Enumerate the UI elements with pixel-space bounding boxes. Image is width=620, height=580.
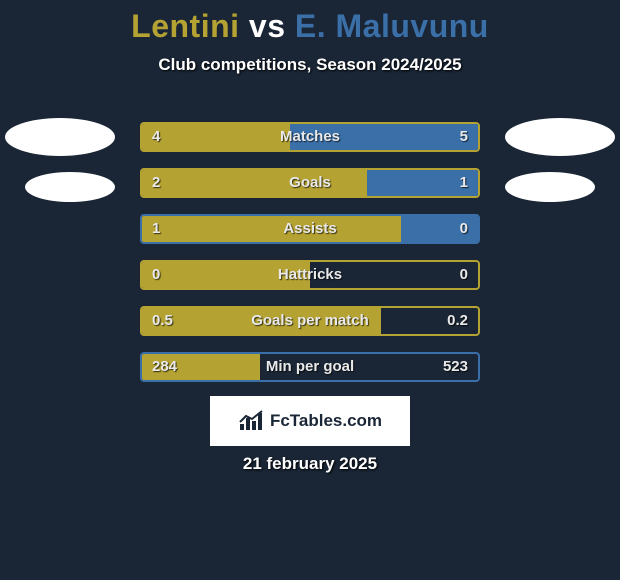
- vs-text: vs: [249, 8, 286, 44]
- stat-label: Hattricks: [278, 262, 342, 288]
- brand-box: FcTables.com: [210, 396, 410, 446]
- stat-value-left: 4: [152, 124, 160, 150]
- player2-name: E. Maluvunu: [295, 8, 489, 44]
- stat-bar-left: [142, 124, 290, 150]
- stat-row: 2 Goals 1: [140, 168, 480, 198]
- stat-value-left: 1: [152, 216, 160, 242]
- stat-label: Goals: [289, 170, 331, 196]
- stat-row: 284 Min per goal 523: [140, 352, 480, 382]
- player1-name: Lentini: [131, 8, 239, 44]
- stat-label: Assists: [283, 216, 336, 242]
- stat-row: 0.5 Goals per match 0.2: [140, 306, 480, 336]
- stat-value-left: 284: [152, 354, 177, 380]
- stat-bar-left: [142, 216, 401, 242]
- stat-bar-left: [142, 170, 367, 196]
- comparison-title: Lentini vs E. Maluvunu: [0, 0, 620, 45]
- stats-bars: 4 Matches 5 2 Goals 1 1 Assists 0 0 Hattricks 0 0.5 G…: [140, 122, 480, 398]
- stat-value-right: 0.2: [447, 308, 468, 334]
- stat-value-right: 5: [460, 124, 468, 150]
- stat-value-right: 0: [460, 262, 468, 288]
- player2-avatar-placeholder: [505, 118, 615, 156]
- subtitle: Club competitions, Season 2024/2025: [0, 55, 620, 75]
- brand-text: FcTables.com: [270, 411, 382, 431]
- stat-label: Goals per match: [251, 308, 369, 334]
- snapshot-date: 21 february 2025: [0, 454, 620, 474]
- player1-avatar-placeholder: [5, 118, 115, 156]
- stat-row: 0 Hattricks 0: [140, 260, 480, 290]
- stat-value-right: 0: [460, 216, 468, 242]
- stat-label: Min per goal: [266, 354, 354, 380]
- stat-value-right: 1: [460, 170, 468, 196]
- stat-value-left: 0.5: [152, 308, 173, 334]
- stat-value-right: 523: [443, 354, 468, 380]
- stat-value-left: 0: [152, 262, 160, 288]
- stat-label: Matches: [280, 124, 340, 150]
- brand-bars-icon: [238, 410, 266, 432]
- stat-row: 4 Matches 5: [140, 122, 480, 152]
- stat-row: 1 Assists 0: [140, 214, 480, 244]
- player1-avatar-placeholder-small: [25, 172, 115, 202]
- stat-value-left: 2: [152, 170, 160, 196]
- player2-avatar-placeholder-small: [505, 172, 595, 202]
